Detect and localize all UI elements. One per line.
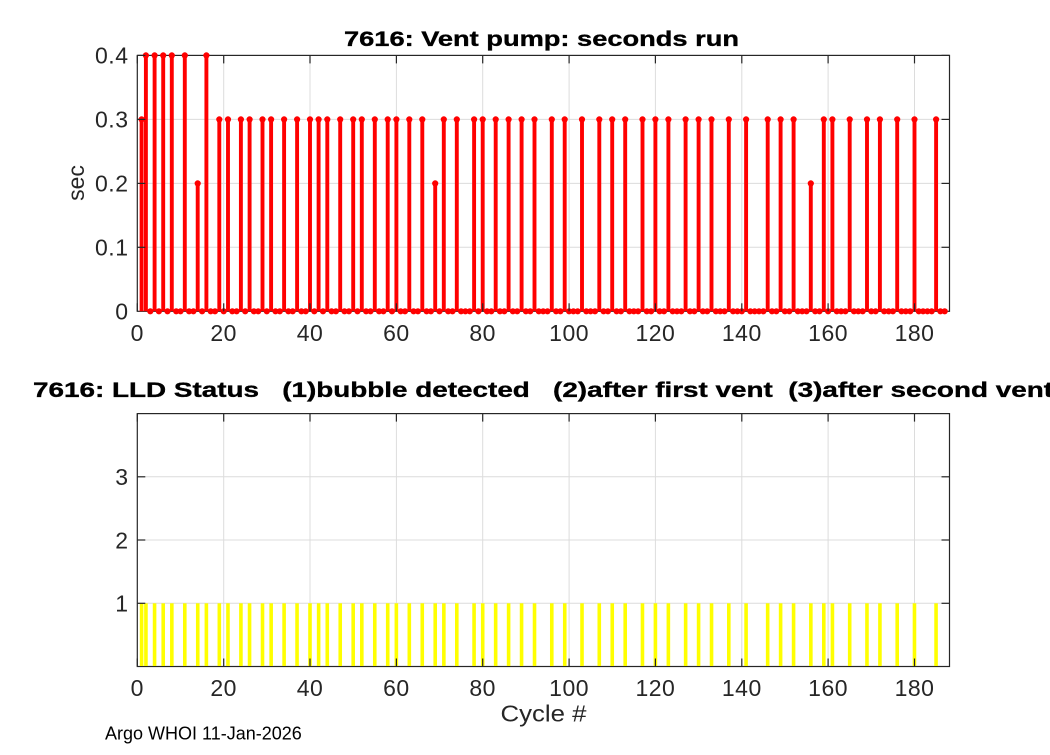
svg-text:0: 0 xyxy=(131,320,144,346)
svg-text:0.2: 0.2 xyxy=(95,171,128,197)
svg-text:180: 180 xyxy=(895,320,935,346)
svg-text:120: 120 xyxy=(635,320,675,346)
svg-text:0.4: 0.4 xyxy=(95,43,128,69)
svg-text:100: 100 xyxy=(549,320,589,346)
svg-text:0.1: 0.1 xyxy=(95,235,128,261)
svg-text:7616: Vent pump: seconds run: 7616: Vent pump: seconds run xyxy=(344,28,739,51)
svg-text:160: 160 xyxy=(808,675,848,701)
svg-text:Argo WHOI 11-Jan-2026: Argo WHOI 11-Jan-2026 xyxy=(105,724,302,744)
svg-text:180: 180 xyxy=(895,675,935,701)
svg-text:60: 60 xyxy=(383,675,410,701)
svg-text:80: 80 xyxy=(469,675,496,701)
svg-text:20: 20 xyxy=(210,675,237,701)
svg-text:3: 3 xyxy=(115,464,128,490)
svg-text:1: 1 xyxy=(115,591,128,617)
svg-text:40: 40 xyxy=(297,675,324,701)
svg-text:20: 20 xyxy=(210,320,237,346)
svg-text:40: 40 xyxy=(297,320,324,346)
svg-text:Cycle #: Cycle # xyxy=(501,701,587,727)
svg-text:0: 0 xyxy=(115,299,128,325)
svg-text:60: 60 xyxy=(383,320,410,346)
svg-text:140: 140 xyxy=(722,320,762,346)
svg-text:140: 140 xyxy=(722,675,762,701)
svg-text:120: 120 xyxy=(635,675,675,701)
svg-text:80: 80 xyxy=(469,320,496,346)
svg-text:2: 2 xyxy=(115,527,128,553)
svg-text:0: 0 xyxy=(131,675,144,701)
svg-text:7616: LLD Status (1)bubble d: 7616: LLD Status (1)bubble detected (2)a… xyxy=(33,379,1050,402)
svg-text:sec: sec xyxy=(63,165,89,201)
svg-text:160: 160 xyxy=(808,320,848,346)
svg-text:100: 100 xyxy=(549,675,589,701)
svg-text:0.3: 0.3 xyxy=(95,107,128,133)
